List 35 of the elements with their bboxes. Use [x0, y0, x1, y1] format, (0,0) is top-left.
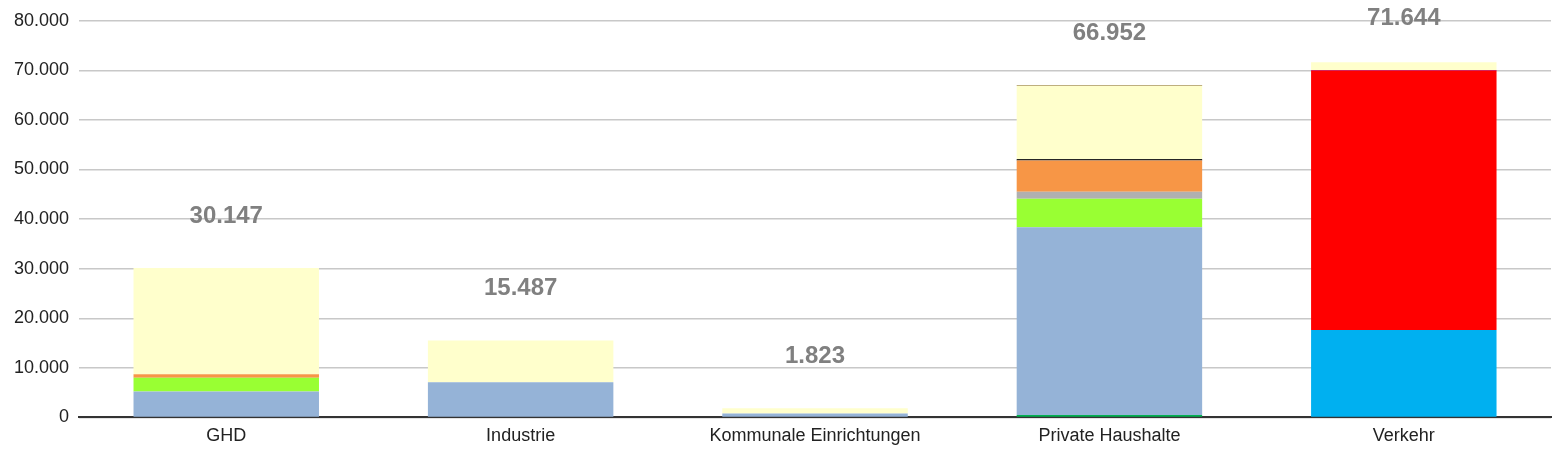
total-label: 66.952: [1072, 18, 1147, 46]
bar: [722, 408, 908, 414]
bar: [1311, 329, 1497, 417]
y-tick-label: 80.000: [13, 9, 70, 30]
bar: [427, 382, 614, 417]
bar: [1016, 85, 1203, 160]
y-tick-label: 30.000: [13, 257, 70, 278]
total-label: 30.147: [189, 200, 263, 228]
bar: [133, 374, 319, 378]
y-tick-label: 10.000: [13, 356, 70, 377]
y-tick-label: 60.000: [13, 108, 70, 129]
bar: [1016, 160, 1203, 192]
bar: [1016, 227, 1203, 415]
bar: [722, 413, 908, 417]
total-label: 71.644: [1367, 2, 1442, 30]
x-tick-label: GHD: [206, 425, 247, 446]
bar: [1311, 70, 1497, 330]
bar: [133, 267, 319, 375]
x-tick-label: Private Haushalte: [1038, 425, 1181, 446]
bar: [1016, 198, 1203, 228]
y-tick-label: 0: [59, 406, 70, 427]
bar: [1016, 191, 1203, 199]
x-tick-label: Kommunale Einrichtungen: [709, 425, 921, 446]
bar: [133, 377, 319, 392]
y-tick-label: 20.000: [13, 307, 70, 328]
y-tick-label: 70.000: [13, 59, 70, 80]
bar: [427, 340, 614, 383]
bar: [133, 391, 319, 417]
x-tick-label: Industrie: [486, 425, 556, 446]
bar: [1311, 62, 1497, 70]
x-tick-label: Verkehr: [1372, 425, 1435, 446]
total-label: 15.487: [483, 273, 558, 301]
y-tick-label: 50.000: [13, 158, 70, 179]
y-tick-label: 40.000: [13, 208, 70, 229]
total-label: 1.823: [785, 340, 846, 368]
